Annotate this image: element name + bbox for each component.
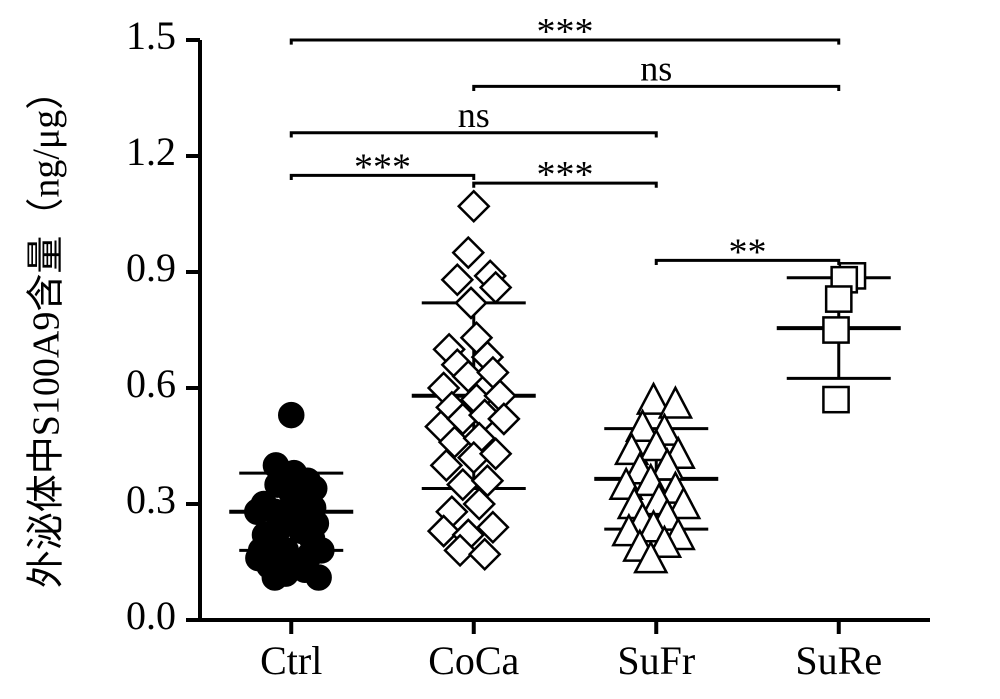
x-tick-label: SuFr: [617, 638, 695, 683]
y-tick-label: 0.6: [126, 361, 176, 406]
x-tick-label: SuRe: [795, 638, 882, 683]
y-axis-label: 外泌体中S100A9含量（ng/μg）: [26, 72, 68, 589]
sig-label: ***: [537, 154, 594, 196]
sig-label: **: [729, 231, 767, 273]
x-tick-label: Ctrl: [260, 638, 322, 683]
sig-label: ***: [354, 146, 411, 188]
sig-label: ns: [640, 48, 672, 88]
data-point: [823, 317, 848, 342]
y-tick-label: 1.2: [126, 129, 176, 174]
y-tick-label: 0.3: [126, 477, 176, 522]
data-point: [296, 469, 320, 493]
sig-label: ***: [537, 11, 594, 53]
data-point: [279, 403, 303, 427]
data-point: [823, 387, 848, 412]
y-tick-label: 0.0: [126, 593, 176, 638]
data-point: [307, 565, 331, 589]
data-point: [826, 286, 851, 311]
sig-label: ns: [458, 95, 490, 135]
data-point: [290, 519, 314, 543]
y-tick-label: 0.9: [126, 245, 176, 290]
scatter-chart: 0.0 0.3 0.6 0.9 1.2 1.5 外泌体中S100A9含量（ng/μg） Ctr…: [0, 0, 1000, 699]
y-tick-label: 1.5: [126, 13, 176, 58]
x-tick-label: CoCa: [428, 638, 519, 683]
